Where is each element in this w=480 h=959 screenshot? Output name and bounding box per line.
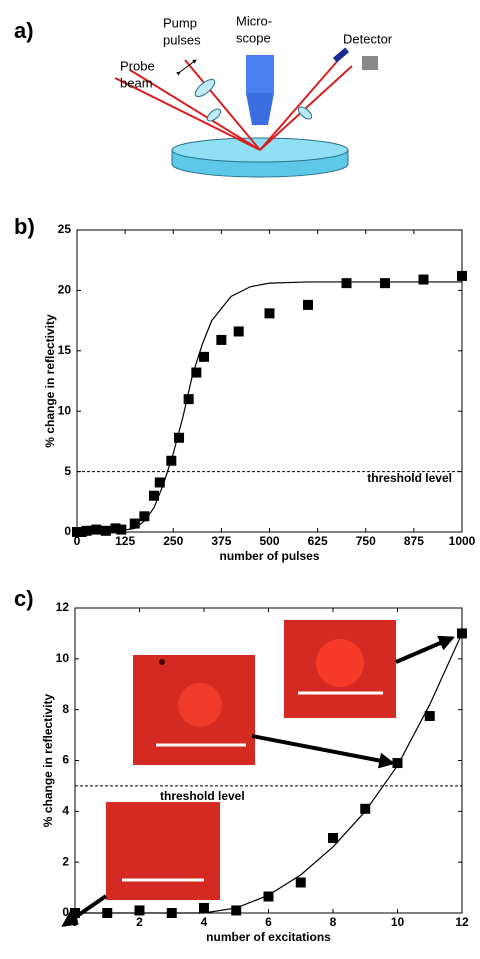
y-tick-label: 15 [58,343,72,357]
data-point [216,334,227,345]
data-point [418,274,429,285]
arrows [61,635,455,927]
data-point [199,351,210,362]
y-tick-label: 4 [62,804,69,818]
data-point [380,278,390,289]
data-point [424,711,435,722]
x-tick-label: 500 [259,534,279,548]
data-point [81,525,92,536]
diagram-label: Probe [120,58,155,73]
data-point [233,326,244,337]
x-tick-label: 1000 [449,534,476,548]
data-point [264,308,275,319]
x-tick-label: 4 [201,915,208,929]
x-tick-label: 10 [391,915,405,929]
data-point [154,477,165,488]
data-point [191,367,202,378]
inset-image [133,655,255,765]
x-tick-label: 6 [265,915,272,929]
data-point [166,455,177,466]
panel-label: b) [14,214,35,239]
data-point [303,299,313,310]
data-point [149,490,159,501]
data-point [100,525,111,536]
diagram-label: Detector [343,31,393,46]
x-tick-label: 125 [115,534,135,548]
data-point [116,524,127,535]
y-tick-label: 20 [58,283,72,297]
data-point [91,524,102,535]
data-point [199,902,209,913]
data-point [174,432,185,443]
x-axis-label: number of excitations [206,930,331,944]
inset-image [106,802,220,900]
data-point [263,891,274,902]
x-tick-label: 0 [74,534,81,548]
annotation: threshold level [160,789,245,803]
panel-label: a) [14,18,34,43]
x-tick-label: 875 [404,534,424,548]
panel-label: c) [14,586,34,611]
x-tick-label: 625 [308,534,328,548]
y-tick-label: 0 [62,905,69,919]
x-tick-label: 8 [330,915,337,929]
x-axis-label: number of pulses [219,549,319,563]
annotation: threshold level [367,471,452,485]
y-axis-label: % change in reflectivity [41,693,55,827]
data-point [231,905,242,916]
data-point [360,803,371,814]
fit-line [75,633,463,914]
diagram-label: Micro- [236,13,272,28]
setup-diagram: Pump pulses Micro- scope Detector Probe … [114,13,393,178]
y-tick-label: 10 [58,403,72,417]
y-tick-label: 2 [62,854,69,868]
data-point [328,833,338,844]
data-point [457,628,467,639]
y-axis-label: % change in reflectivity [43,314,57,448]
inset-image [284,620,396,718]
x-tick-label: 250 [163,534,183,548]
x-tick-label: 750 [356,534,376,548]
y-tick-label: 12 [56,600,70,614]
y-tick-label: 25 [58,222,72,236]
data-point [139,511,150,522]
x-tick-label: 12 [455,915,469,929]
data-point [102,908,113,918]
chart: 0 125 250 375 500 625 750 875 1000 0 5 10 15 20 25 numb… [43,222,475,563]
diagram-label: pulses [163,32,201,47]
data-point [457,270,467,281]
plot-area [76,229,463,533]
data-point [110,523,121,534]
data-point [166,908,177,918]
diagram-label: beam [120,75,153,90]
data-point [129,518,140,529]
y-tick-label: 8 [62,702,69,716]
data-point [295,877,306,888]
data-point [392,758,403,769]
diagram-label: scope [236,30,271,45]
y-tick-label: 6 [62,753,69,767]
x-tick-label: 375 [211,534,231,548]
y-tick-label: 0 [64,524,71,538]
y-tick-label: 5 [64,464,71,478]
data-point [183,394,194,405]
diagram-label: Pump [163,15,197,30]
x-tick-label: 2 [136,915,143,929]
data-point [76,527,87,537]
data-point [134,905,145,916]
y-tick-label: 10 [56,651,70,665]
data-point [341,278,352,289]
